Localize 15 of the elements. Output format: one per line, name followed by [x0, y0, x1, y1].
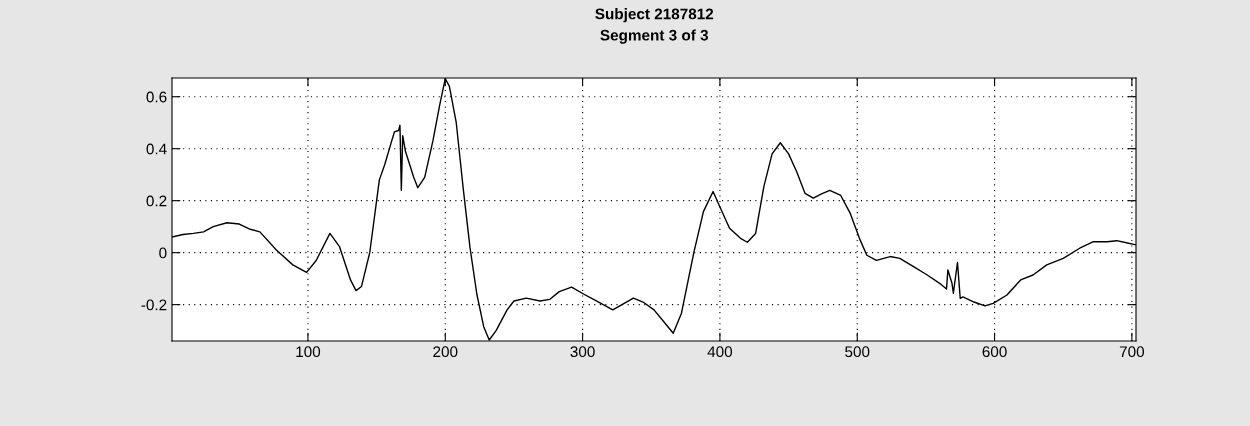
chart-subtitle: Segment 3 of 3 — [600, 29, 709, 44]
x-tick-label: 300 — [570, 346, 595, 358]
y-tick-label: 0.2 — [146, 195, 167, 207]
x-tick-label: 700 — [1119, 346, 1145, 358]
y-tick-label: 0.4 — [146, 143, 167, 155]
x-tick-label: 400 — [707, 346, 733, 358]
y-tick-label: -0.2 — [141, 299, 167, 311]
x-tick-label: 500 — [845, 346, 870, 358]
y-tick-label: 0 — [159, 247, 167, 259]
line-series — [172, 78, 1136, 341]
x-tick-label: 100 — [296, 346, 321, 358]
chart-title: Subject 2187812 — [595, 8, 714, 23]
x-tick-label: 600 — [982, 346, 1007, 358]
y-tick-label: 0.6 — [146, 91, 167, 103]
x-tick-label: 200 — [433, 346, 458, 358]
